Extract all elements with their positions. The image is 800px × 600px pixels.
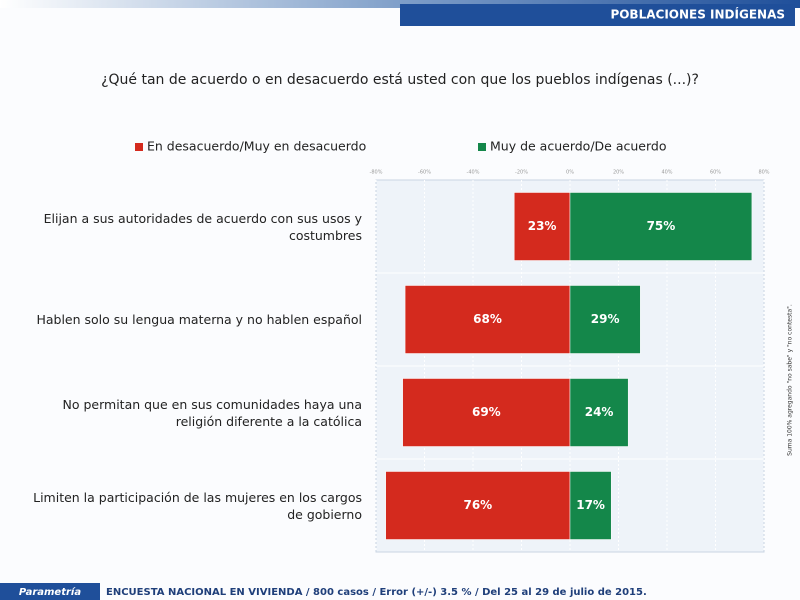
value-label: 29% <box>591 312 620 326</box>
x-tick-label: 80% <box>758 170 769 176</box>
footer: ENCUESTA NACIONAL EN VIVIENDA / 800 caso… <box>106 587 647 598</box>
value-label: 24% <box>585 405 614 419</box>
value-label: 68% <box>473 312 502 326</box>
legend-label: Muy de acuerdo/De acuerdo <box>490 139 666 154</box>
section-title: POBLACIONES INDÍGENAS <box>610 7 785 22</box>
logo: Parametría <box>19 586 81 598</box>
value-label: 23% <box>528 219 557 233</box>
value-label: 69% <box>472 405 501 419</box>
x-tick-label: 20% <box>613 170 624 176</box>
value-label: 76% <box>463 498 492 512</box>
x-tick-label: -20% <box>515 170 528 176</box>
category-label: Limiten la participación de las mujeres … <box>33 489 362 522</box>
bar <box>404 285 571 354</box>
category-label: Hablen solo su lengua materna y no hable… <box>36 312 362 327</box>
x-tick-label: 40% <box>661 170 672 176</box>
bar <box>569 471 612 540</box>
x-tick-label: -80% <box>370 170 383 176</box>
value-label: 75% <box>647 219 676 233</box>
x-tick-label: 60% <box>710 170 721 176</box>
category-label: No permitan que en sus comunidades haya … <box>62 396 363 429</box>
bar <box>402 378 571 447</box>
value-label: 17% <box>576 498 605 512</box>
bar <box>569 378 629 447</box>
x-tick-label: 0% <box>566 170 574 176</box>
header-box <box>400 4 795 26</box>
bar <box>569 192 753 261</box>
x-tick-label: -40% <box>467 170 480 176</box>
legend-swatch <box>135 143 143 151</box>
chart-title: ¿Qué tan de acuerdo o en desacuerdo está… <box>101 72 699 88</box>
legend-swatch <box>478 143 486 151</box>
logo-box <box>0 583 100 600</box>
legend-label: En desacuerdo/Muy en desacuerdo <box>147 139 366 154</box>
category-label: Elijan a sus autoridades de acuerdo con … <box>43 210 362 243</box>
bar <box>569 285 641 354</box>
bar <box>513 192 571 261</box>
note: Suma 100% agregando "no sabe" y "no cont… <box>787 304 794 456</box>
x-tick-label: -60% <box>418 170 431 176</box>
